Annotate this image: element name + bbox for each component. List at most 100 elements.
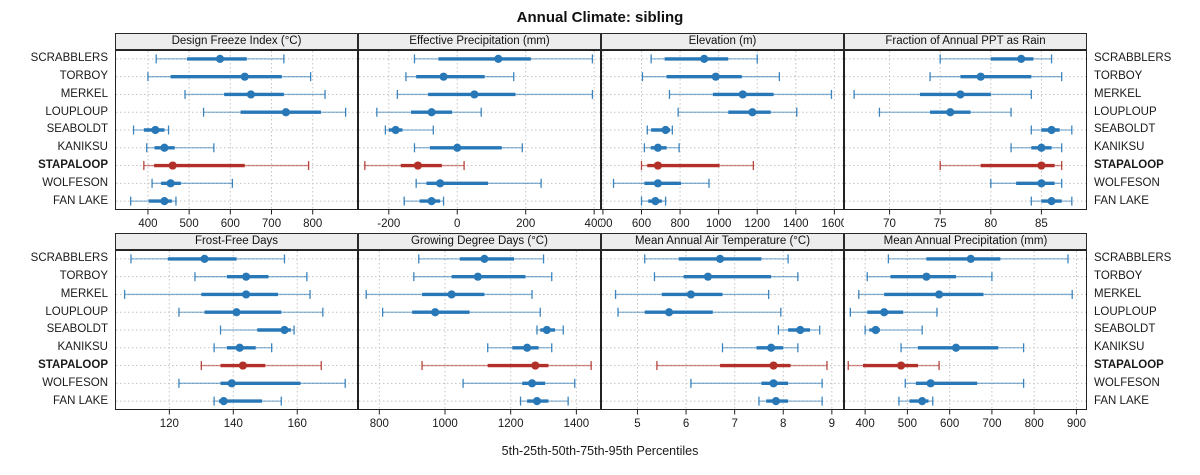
site-label: FAN LAKE (53, 394, 108, 407)
svg-text:80: 80 (984, 218, 997, 230)
site-label: SCRABBLERS (1094, 252, 1172, 265)
svg-text:1400: 1400 (564, 418, 590, 430)
svg-text:-200: -200 (377, 218, 400, 230)
site-label: MERKEL (1094, 287, 1142, 300)
panel-effective-precipitation: Effective Precipitation (mm) -200 0 200 400 (358, 33, 601, 232)
site-label: TORBOY (59, 270, 108, 283)
site-label: WOLFESON (42, 376, 108, 389)
svg-text:600: 600 (632, 218, 651, 230)
panel-plot-effective-precipitation: -200 0 200 400 (358, 50, 601, 230)
panel-strip-title: Effective Precipitation (mm) (358, 33, 601, 50)
site-label: MERKEL (60, 87, 108, 100)
panel-elevation: Elevation (m) 400 600 800 1000 1200 1400 1600 (601, 33, 844, 232)
panel-strip-title: Design Freeze Index (°C) (115, 33, 358, 50)
svg-text:800: 800 (370, 418, 389, 430)
site-label-highlight: STAPALOOP (38, 358, 108, 371)
site-label: SCRABBLERS (1094, 52, 1172, 65)
site-labels-right-row1: SCRABBLERS TORBOY MERKEL LOUPLOUP SEABOL… (1087, 33, 1200, 210)
svg-text:400: 400 (138, 218, 157, 230)
svg-text:1000: 1000 (706, 218, 732, 230)
svg-text:6: 6 (683, 418, 689, 430)
svg-text:8: 8 (780, 418, 786, 430)
site-label: SEABOLDT (1094, 323, 1156, 336)
site-label-highlight: STAPALOOP (38, 158, 108, 171)
site-label: LOUPLOUP (45, 105, 108, 118)
site-labels-left-row1: SCRABBLERS TORBOY MERKEL LOUPLOUP SEABOL… (0, 33, 115, 210)
svg-text:70: 70 (883, 218, 896, 230)
svg-text:400: 400 (856, 418, 875, 430)
site-label: SCRABBLERS (30, 252, 108, 265)
svg-text:9: 9 (829, 418, 835, 430)
site-label: WOLFESON (1094, 176, 1160, 189)
svg-text:500: 500 (180, 218, 199, 230)
panel-plot-frost-free-days: 120 140 160 (115, 250, 358, 430)
svg-text:700: 700 (262, 218, 281, 230)
site-label: KANIKSU (1094, 141, 1145, 154)
site-label: LOUPLOUP (45, 305, 108, 318)
site-label: KANIKSU (57, 341, 109, 354)
svg-text:600: 600 (940, 418, 959, 430)
panel-strip-title: Fraction of Annual PPT as Rain (844, 33, 1087, 50)
svg-text:1400: 1400 (783, 218, 809, 230)
site-label: WOLFESON (1094, 376, 1160, 389)
panel-strip-title: Mean Annual Air Temperature (°C) (601, 233, 844, 250)
panel-plot-mean-annual-air-temperature: 5 6 7 8 9 (601, 250, 844, 430)
panel-strip-title: Growing Degree Days (°C) (358, 233, 601, 250)
svg-text:700: 700 (982, 418, 1001, 430)
site-label: FAN LAKE (53, 194, 108, 207)
site-label: TORBOY (1094, 270, 1143, 283)
panel-strip-title: Frost-Free Days (115, 233, 358, 250)
svg-text:500: 500 (898, 418, 917, 430)
svg-text:5: 5 (634, 418, 640, 430)
svg-text:7: 7 (731, 418, 737, 430)
svg-text:800: 800 (303, 218, 322, 230)
site-label: TORBOY (1094, 70, 1143, 83)
panel-row-1: SCRABBLERS TORBOY MERKEL LOUPLOUP SEABOL… (0, 33, 1200, 232)
svg-text:1000: 1000 (432, 418, 458, 430)
svg-text:1200: 1200 (744, 218, 770, 230)
panel-growing-degree-days: Growing Degree Days (°C) 800 1000 1200 1400 (358, 233, 601, 432)
site-label: SEABOLDT (46, 123, 108, 136)
panel-mean-annual-precipitation: Mean Annual Precipitation (mm) 400 500 600… (844, 233, 1087, 432)
panel-plot-elevation: 400 600 800 1000 1200 1400 1600 (601, 50, 844, 230)
svg-text:400: 400 (585, 218, 601, 230)
panel-fraction-ppt-rain: Fraction of Annual PPT as Rain 70 75 80 85 (844, 33, 1087, 232)
panel-strip-title: Mean Annual Precipitation (mm) (844, 233, 1087, 250)
svg-text:800: 800 (670, 218, 689, 230)
svg-text:800: 800 (1025, 418, 1044, 430)
panel-plot-design-freeze-index: 400 500 600 700 800 (115, 50, 358, 230)
site-label: MERKEL (60, 287, 108, 300)
site-labels-left-row2: SCRABBLERS TORBOY MERKEL LOUPLOUP SEABOL… (0, 233, 115, 410)
svg-text:85: 85 (1035, 218, 1048, 230)
svg-text:1200: 1200 (498, 418, 524, 430)
percentiles-caption: 5th-25th-50th-75th-95th Percentiles (501, 444, 699, 458)
site-label-highlight: STAPALOOP (1094, 358, 1164, 371)
site-labels-right-row2: SCRABBLERS TORBOY MERKEL LOUPLOUP SEABOL… (1087, 233, 1200, 410)
site-label: WOLFESON (42, 176, 108, 189)
svg-text:900: 900 (1067, 418, 1086, 430)
panel-strip-title: Elevation (m) (601, 33, 844, 50)
svg-text:0: 0 (454, 218, 460, 230)
panel-design-freeze-index: Design Freeze Index (°C) 400 500 600 700 800 (115, 33, 358, 232)
site-label: LOUPLOUP (1094, 105, 1157, 118)
svg-text:600: 600 (221, 218, 240, 230)
site-label: SEABOLDT (1094, 123, 1156, 136)
panel-plot-mean-annual-precipitation: 400 500 600 700 800 900 (844, 250, 1087, 430)
site-label: KANIKSU (57, 141, 109, 154)
panel-row-2: SCRABBLERS TORBOY MERKEL LOUPLOUP SEABOL… (0, 233, 1200, 432)
svg-text:75: 75 (934, 218, 947, 230)
panel-mean-annual-air-temperature: Mean Annual Air Temperature (°C) 5 6 7 8 9 (601, 233, 844, 432)
site-label: FAN LAKE (1094, 394, 1149, 407)
site-label: FAN LAKE (1094, 194, 1149, 207)
svg-text:200: 200 (516, 218, 535, 230)
svg-text:120: 120 (160, 418, 179, 430)
panel-plot-growing-degree-days: 800 1000 1200 1400 (358, 250, 601, 430)
site-label: MERKEL (1094, 87, 1142, 100)
panel-frost-free-days: Frost-Free Days 120 140 160 (115, 233, 358, 432)
chart-title: Annual Climate: sibling (516, 9, 684, 26)
site-label: KANIKSU (1094, 341, 1145, 354)
svg-text:140: 140 (224, 418, 243, 430)
svg-text:1600: 1600 (822, 218, 844, 230)
svg-text:400: 400 (601, 218, 613, 230)
